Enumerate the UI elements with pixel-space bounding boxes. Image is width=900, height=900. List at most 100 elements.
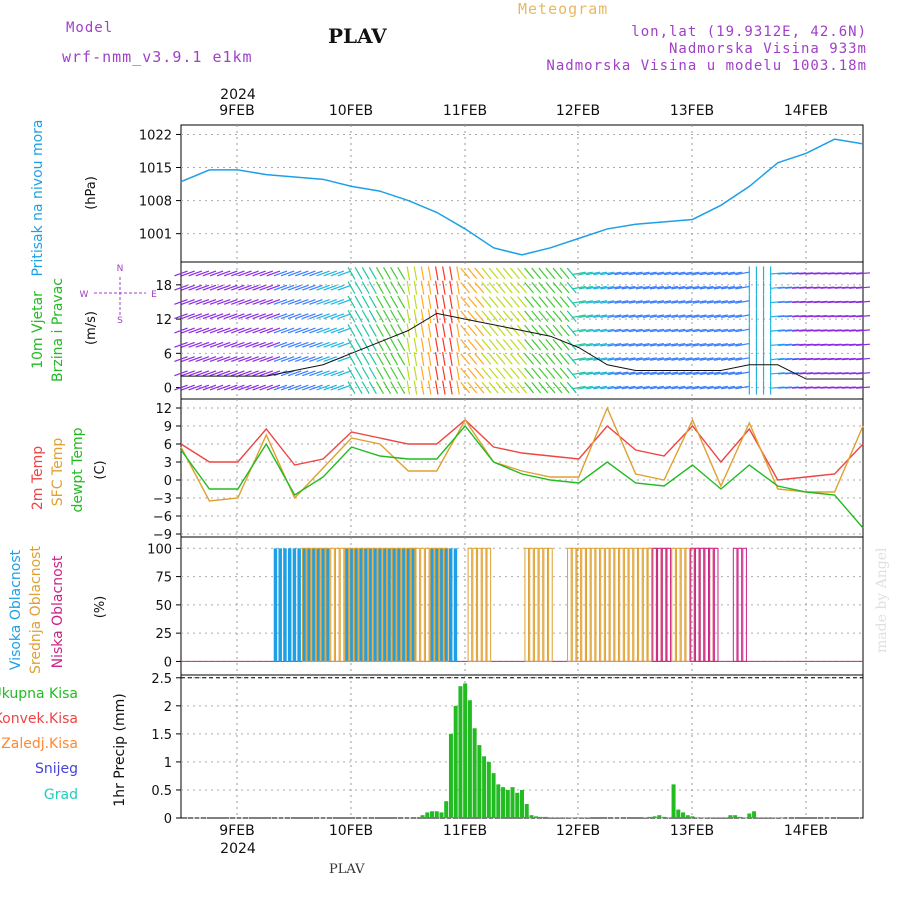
- wind-arrow: [427, 380, 432, 395]
- wind-arrow: [607, 314, 622, 319]
- wind-arrow: [474, 267, 485, 280]
- wind-arrow: [231, 313, 245, 320]
- wind-arrow: [649, 300, 664, 304]
- cloud-high-bar: [311, 548, 316, 662]
- wind-arrow: [593, 271, 608, 276]
- precip-bar: [704, 817, 709, 818]
- wind-arrow: [621, 371, 636, 376]
- wind-arrow: [820, 286, 835, 289]
- wind-arrow: [375, 295, 384, 309]
- wind-arrow: [266, 270, 281, 277]
- wind-arrow: [460, 367, 471, 380]
- wind-arrow: [706, 314, 721, 319]
- wind-arrow: [209, 370, 224, 377]
- wind-arrow: [735, 285, 750, 290]
- wind-arrow: [181, 270, 195, 277]
- wind-arrow: [735, 357, 750, 361]
- wind-arrow: [231, 384, 245, 391]
- wind-arrow: [784, 300, 799, 304]
- wind-arrow: [735, 271, 750, 276]
- wind-arrow: [245, 284, 259, 291]
- wind-arrow: [368, 324, 377, 337]
- wind-arrow: [784, 329, 799, 332]
- wind-arrow: [657, 342, 672, 347]
- wind-arrow: [188, 356, 202, 362]
- wind-arrow: [545, 353, 556, 365]
- cloud-high-bar: [278, 548, 282, 662]
- wind-arrow: [427, 309, 432, 324]
- wind-arrow: [280, 384, 295, 391]
- wind-arrow: [671, 342, 686, 347]
- wind-arrow: [784, 286, 799, 289]
- wind-arrow: [397, 267, 406, 280]
- temp-tick-label: −6: [153, 510, 172, 525]
- wind-arrow: [223, 356, 238, 362]
- wind-arrow: [181, 341, 195, 348]
- cloud-high-bar: [273, 548, 278, 662]
- wind-arrow: [566, 310, 577, 322]
- wind-arrow: [566, 296, 577, 308]
- wind-arrow: [383, 281, 392, 295]
- wind-arrow: [449, 323, 453, 338]
- wind-arrow: [406, 309, 411, 324]
- wind-arrow: [420, 352, 425, 367]
- wind-arrow: [495, 296, 506, 308]
- wind-ylabel-2: Brzina i Pravac: [50, 278, 66, 382]
- cloud-mid-bar: [382, 547, 387, 662]
- wind-arrow: [347, 281, 356, 295]
- wind-arrow: [316, 356, 330, 362]
- precip-tick-label: 2: [164, 700, 172, 715]
- cloud-mid-bar: [477, 547, 482, 662]
- wind-arrow: [792, 272, 807, 275]
- compass-icon: W E N S: [80, 264, 158, 326]
- wind-arrow: [614, 300, 629, 304]
- precip-bar: [434, 811, 439, 818]
- precip-bar: [581, 817, 586, 818]
- wind-arrow: [202, 384, 217, 391]
- wind-arrow: [375, 324, 384, 337]
- wind-arrow: [664, 342, 679, 347]
- wind-arrow: [820, 357, 835, 361]
- wind-arrow: [607, 271, 622, 276]
- year-label-top: 2024: [220, 87, 256, 103]
- wind-arrow: [545, 267, 556, 280]
- wind-arrow: [174, 327, 188, 334]
- cloud-mid-bar: [614, 547, 620, 662]
- wind-arrow: [721, 328, 736, 333]
- wind-arrow: [252, 356, 266, 362]
- wind-arrow: [287, 299, 302, 305]
- wind-arrow: [713, 385, 728, 390]
- wind-arrow: [770, 343, 785, 346]
- wind-arrow: [390, 267, 399, 280]
- wind-arrow: [309, 384, 323, 391]
- cloud-mid-bar: [576, 547, 582, 662]
- wind-arrow: [181, 384, 195, 391]
- day-label-bottom: 14FEB: [784, 823, 828, 839]
- precip-bar: [458, 686, 463, 818]
- wind-arrow: [337, 270, 352, 277]
- wind-arrow: [600, 385, 615, 390]
- wind-arrow: [649, 285, 664, 290]
- precip-bar: [538, 816, 543, 818]
- wind-arrow: [252, 370, 266, 377]
- wind-arrow: [649, 342, 664, 347]
- pressure-tick-label: 1015: [139, 162, 172, 177]
- wind-arrow: [495, 281, 506, 294]
- cloud-mid-bar: [680, 547, 686, 662]
- cloud-high-bar: [382, 548, 387, 662]
- wind-arrow: [855, 300, 871, 304]
- pressure-tick-label: 1022: [139, 128, 172, 143]
- station-title: PLAV: [328, 24, 387, 48]
- precip-bar: [775, 817, 780, 818]
- wind-arrow: [245, 341, 259, 348]
- wind-arrow: [671, 385, 686, 390]
- wind-arrow: [181, 284, 195, 291]
- wind-arrow: [820, 300, 835, 304]
- wind-arrow: [188, 270, 202, 277]
- wind-arrow: [188, 313, 202, 320]
- wind-arrow: [848, 329, 863, 332]
- wind-arrow: [531, 339, 542, 351]
- wind-arrow: [245, 370, 259, 377]
- cloud-mid-bar: [685, 547, 691, 662]
- precip-bar: [695, 817, 700, 818]
